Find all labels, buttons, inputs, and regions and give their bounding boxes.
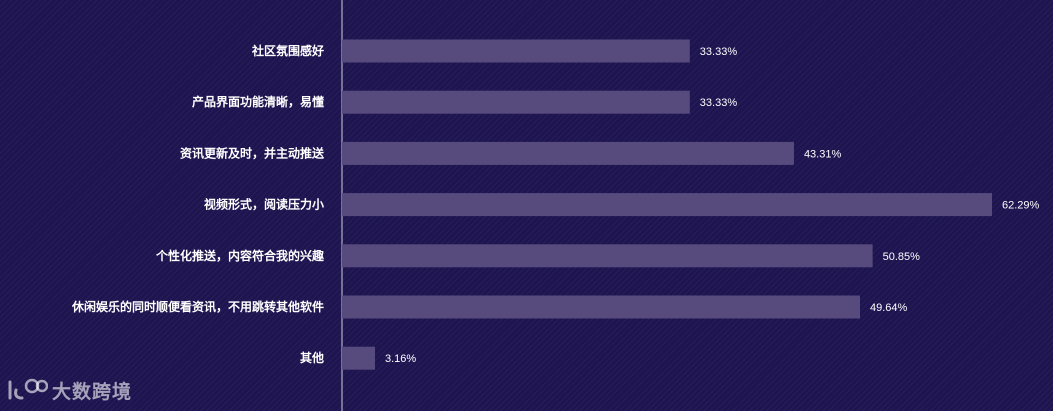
category-label: 产品界面功能清晰，易懂: [192, 94, 324, 109]
bar: [342, 193, 992, 217]
category-label: 视频形式，阅读压力小: [204, 197, 324, 212]
data-label: 43.31%: [804, 148, 842, 160]
data-label: 62.29%: [1002, 200, 1040, 212]
bar: [342, 90, 690, 114]
data-label: 50.85%: [883, 251, 921, 263]
bar: [342, 295, 860, 319]
data-label: 49.64%: [870, 302, 908, 314]
bar: [342, 244, 873, 268]
brand-logo-icon: [8, 378, 48, 400]
bar: [342, 39, 690, 63]
category-label: 个性化推送，内容符合我的兴趣: [155, 248, 325, 263]
watermark-logo: 大数跨境: [6, 376, 132, 404]
category-label: 资讯更新及时，并主动推送: [180, 145, 325, 160]
category-label: 休闲娱乐的同时顺便看资讯，不用跳转其他软件: [71, 299, 324, 314]
category-label: 社区氛围感好: [251, 43, 324, 58]
watermark-text: 大数跨境: [52, 380, 133, 403]
data-label: 33.33%: [700, 46, 738, 58]
data-label: 33.33%: [700, 97, 738, 109]
bar: [342, 346, 375, 370]
bar: [342, 141, 794, 165]
category-label: 其他: [300, 350, 324, 365]
data-label: 3.16%: [385, 353, 416, 365]
